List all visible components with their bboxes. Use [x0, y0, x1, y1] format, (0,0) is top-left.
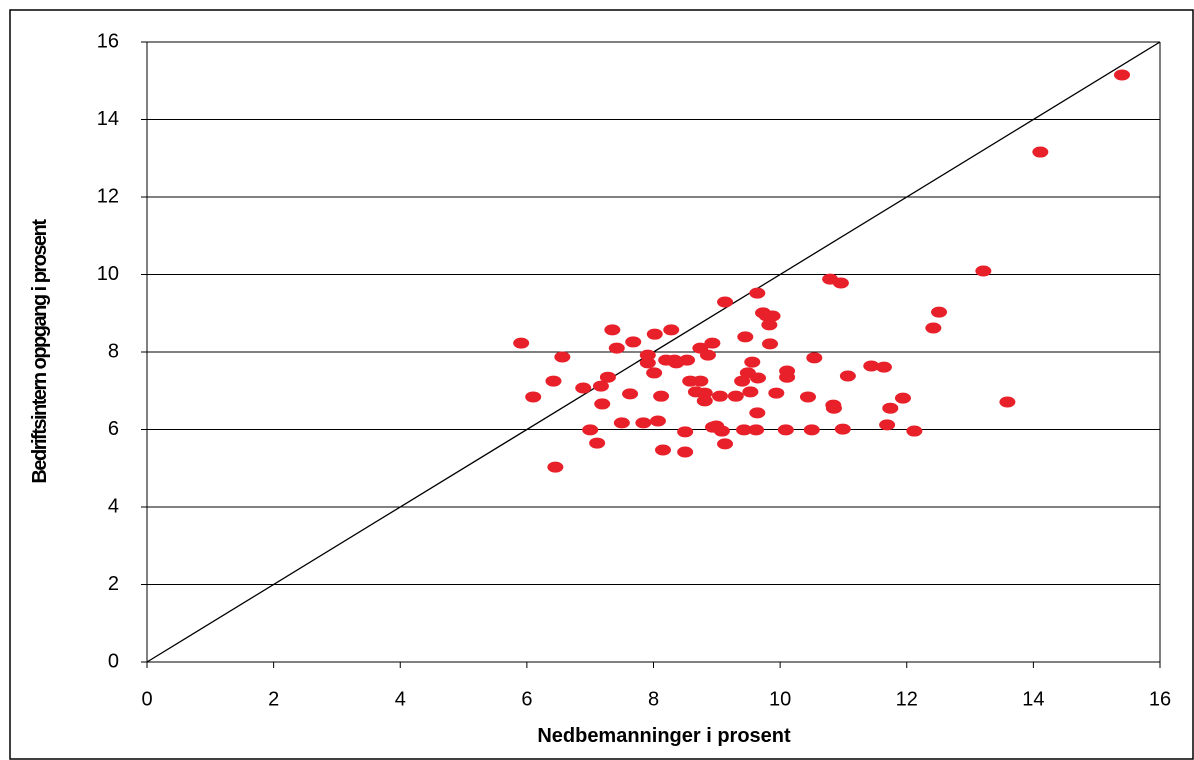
point — [704, 337, 721, 349]
y-tick-label: 0 — [108, 650, 119, 672]
x-tick-label: 12 — [896, 688, 918, 710]
x-tick-label: 14 — [1022, 688, 1044, 710]
point — [677, 446, 694, 458]
point — [663, 324, 680, 336]
point — [825, 402, 842, 414]
point — [653, 390, 670, 402]
point — [875, 361, 892, 373]
point — [737, 331, 754, 343]
y-tick-label: 10 — [97, 263, 119, 285]
point — [554, 351, 571, 363]
point — [692, 375, 709, 387]
point — [761, 319, 778, 331]
point — [646, 367, 663, 379]
point — [736, 424, 753, 436]
point — [547, 461, 564, 473]
point — [599, 371, 616, 383]
x-tick-label: 4 — [395, 688, 406, 710]
point — [834, 423, 851, 435]
point — [677, 426, 694, 438]
point — [975, 265, 992, 277]
x-tick-label: 6 — [521, 688, 532, 710]
point — [931, 306, 948, 318]
point — [748, 424, 765, 436]
x-tick-label: 16 — [1149, 688, 1171, 710]
point — [839, 370, 856, 382]
y-tick-label: 2 — [108, 573, 119, 595]
point — [777, 424, 794, 436]
y-tick-label: 14 — [97, 108, 119, 130]
point — [803, 424, 820, 436]
point — [608, 342, 625, 354]
point — [525, 391, 542, 403]
point — [734, 375, 751, 387]
point — [882, 402, 899, 414]
point — [894, 392, 911, 404]
point — [1032, 146, 1049, 158]
point — [625, 336, 642, 348]
point — [727, 390, 744, 402]
point — [604, 324, 621, 336]
x-tick-label: 2 — [268, 688, 279, 710]
point — [594, 398, 611, 410]
y-tick-label: 6 — [108, 418, 119, 440]
point — [639, 357, 656, 369]
point — [742, 386, 759, 398]
point — [806, 352, 823, 364]
y-tick-label: 12 — [97, 185, 119, 207]
point — [696, 395, 713, 407]
point — [906, 425, 923, 437]
point — [768, 387, 785, 399]
x-axis-label: Nedbemanninger i prosent — [537, 725, 791, 747]
point — [925, 322, 942, 334]
point — [696, 387, 713, 399]
y-axis-label: Bedriftsintern oppgang i prosent — [29, 219, 51, 484]
chart-frame — [9, 9, 1194, 760]
point — [649, 415, 666, 427]
point — [713, 425, 730, 437]
point — [1114, 69, 1131, 81]
y-tick-label: 4 — [108, 495, 119, 517]
point — [646, 328, 663, 340]
point — [749, 407, 766, 419]
y-tick-label: 16 — [97, 30, 119, 52]
x-tick-label: 8 — [648, 688, 659, 710]
point — [635, 417, 652, 429]
point — [779, 371, 796, 383]
point — [639, 349, 656, 361]
point — [711, 390, 728, 402]
point — [589, 437, 606, 449]
point — [799, 391, 816, 403]
y-tick-label: 8 — [108, 340, 119, 362]
point — [699, 349, 716, 361]
point — [749, 372, 766, 384]
x-tick-label: 10 — [769, 688, 791, 710]
point — [832, 277, 849, 289]
point — [513, 337, 530, 349]
point — [654, 444, 671, 456]
point — [622, 388, 639, 400]
point — [744, 356, 761, 368]
point — [761, 338, 778, 350]
point — [582, 424, 599, 436]
point — [749, 287, 766, 299]
point — [863, 360, 880, 372]
point — [717, 296, 734, 308]
point — [575, 382, 592, 394]
point — [545, 375, 562, 387]
point — [999, 396, 1016, 408]
point — [679, 354, 696, 366]
point — [764, 310, 781, 322]
point — [879, 419, 896, 431]
x-tick-label: 0 — [141, 688, 152, 710]
point — [592, 380, 609, 392]
point — [613, 417, 630, 429]
point — [717, 438, 734, 450]
